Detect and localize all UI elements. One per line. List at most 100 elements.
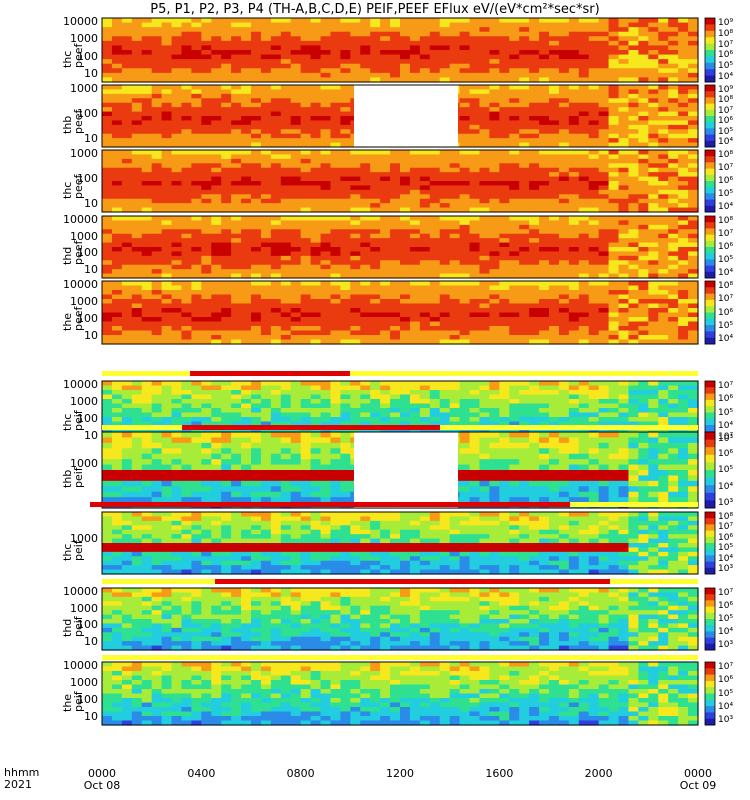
heat-cell [628, 308, 639, 314]
heat-cell [648, 129, 659, 135]
heat-cell [300, 207, 312, 213]
heat-cell [161, 403, 173, 409]
heat-cell [449, 233, 461, 239]
heat-cell [251, 247, 262, 253]
heat-cell [479, 85, 490, 91]
heat-cell [141, 412, 153, 418]
heat-cell [340, 238, 351, 244]
heat-cell [529, 417, 540, 423]
heat-cell [340, 36, 351, 42]
heat-cell [290, 390, 302, 396]
heat-cell [280, 233, 292, 239]
heat-cell [191, 247, 202, 253]
heat-cell [340, 77, 351, 83]
heat-cell [628, 50, 639, 56]
heat-cell [251, 124, 262, 130]
heat-cell [280, 290, 292, 296]
heat-cell [260, 85, 272, 91]
heat-cell [578, 394, 590, 400]
heat-cell [141, 303, 153, 309]
heat-cell [598, 421, 610, 427]
heat-cell [201, 36, 212, 42]
heat-cell [449, 72, 461, 79]
heat-cell [588, 317, 600, 323]
heat-cell [171, 59, 183, 65]
heat-cell [678, 133, 689, 139]
heat-cell [529, 77, 540, 83]
heat-cell [429, 158, 441, 164]
heat-cell [181, 181, 192, 187]
heat-cell [658, 68, 669, 74]
heat-cell [201, 233, 212, 239]
heat-cell [519, 255, 530, 261]
heat-cell [439, 335, 451, 341]
heat-cell [419, 269, 431, 275]
heat-cell [221, 260, 232, 266]
heat-cell [260, 273, 272, 279]
heat-cell [181, 85, 192, 91]
heat-cell [509, 403, 520, 409]
heat-cell [479, 50, 490, 56]
heat-cell [241, 394, 252, 400]
heat-cell [191, 107, 202, 113]
heat-cell [350, 412, 361, 418]
heat-cell [479, 176, 490, 182]
heat-cell [131, 251, 143, 257]
heat-cell [290, 403, 302, 409]
heat-cell [618, 172, 630, 178]
heat-cell [509, 163, 520, 169]
heat-cell [270, 207, 282, 213]
heat-cell [638, 330, 649, 336]
heat-cell [310, 54, 322, 60]
heat-cell [111, 251, 123, 257]
heat-cell [429, 233, 441, 239]
heat-cell [300, 120, 312, 126]
heat-cell [171, 285, 183, 291]
heat-cell [469, 312, 481, 318]
heat-cell [260, 269, 272, 275]
heat-cell [360, 264, 371, 270]
heat-cell [459, 40, 471, 47]
heat-cell [489, 142, 500, 148]
heat-cell [141, 290, 153, 296]
heat-cell [578, 238, 590, 244]
heat-cell [489, 229, 500, 235]
heat-cell [638, 120, 649, 126]
heat-cell [111, 238, 123, 244]
heat-cell [678, 102, 689, 108]
heat-cell [280, 116, 292, 122]
colorbar-frame [704, 84, 716, 148]
heat-cell [568, 59, 580, 65]
heat-cell [131, 138, 143, 144]
heat-cell [469, 102, 481, 108]
heat-cell [221, 40, 232, 47]
heat-cell [141, 394, 153, 400]
heat-cell [578, 138, 590, 144]
heat-cell [131, 68, 143, 74]
heat-cell [628, 233, 639, 239]
heat-cell [121, 281, 133, 287]
heat-cell [380, 330, 391, 336]
heat-cell [598, 247, 610, 253]
heat-cell [529, 326, 540, 332]
heat-cell [171, 189, 183, 195]
heat-cell [141, 40, 153, 47]
heat-cell [598, 390, 610, 396]
heat-cell [380, 198, 391, 204]
heat-cell [449, 339, 461, 345]
heat-cell [280, 273, 292, 279]
heat-cell [102, 27, 113, 33]
heat-cell [121, 154, 133, 160]
heat-cell [340, 381, 351, 387]
heat-cell [241, 194, 252, 200]
heat-cell [459, 321, 471, 327]
heat-cell [449, 181, 461, 187]
heat-cell [280, 326, 292, 332]
heat-cell [598, 312, 610, 318]
heat-cell [270, 299, 282, 305]
heat-cell [260, 330, 272, 336]
heat-cell [111, 216, 123, 222]
heat-cell [360, 242, 371, 248]
heat-cell [688, 120, 699, 126]
heat-cell [439, 417, 451, 423]
